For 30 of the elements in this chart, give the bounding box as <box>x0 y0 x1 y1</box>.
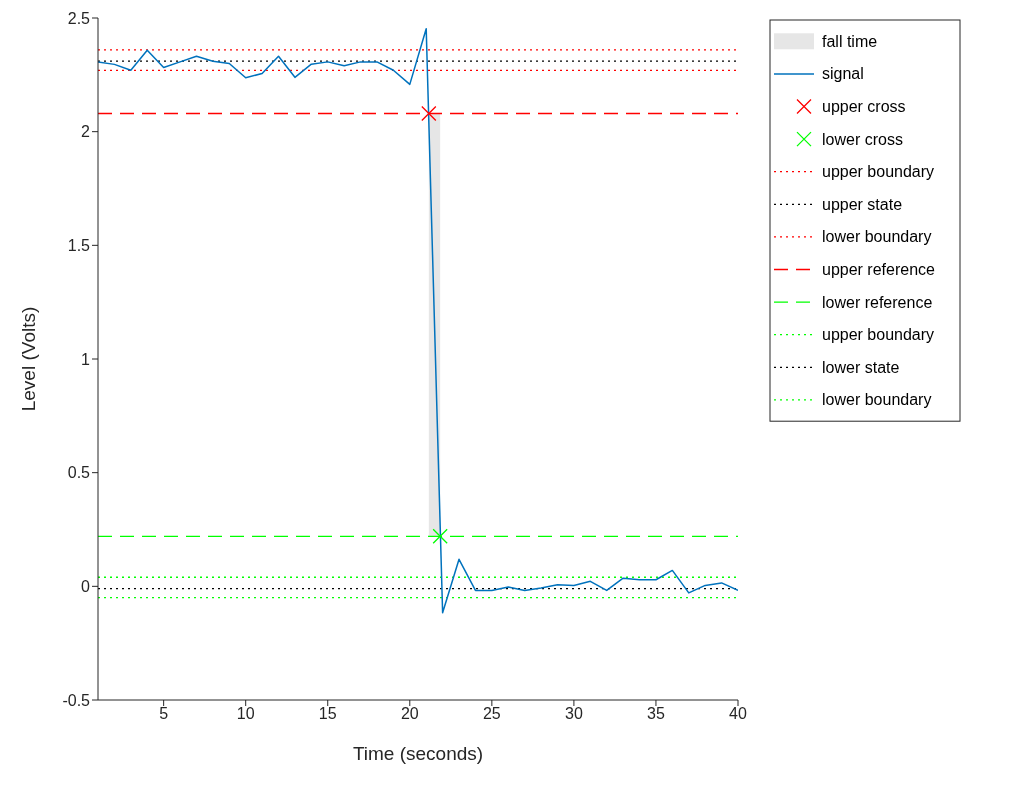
legend-label: lower boundary <box>822 391 932 409</box>
legend-label: lower state <box>822 358 900 376</box>
x-tick-label: 10 <box>236 705 255 723</box>
x-axis-title: Time (seconds) <box>352 743 484 764</box>
legend-label: upper boundary <box>822 326 935 344</box>
legend-label: upper reference <box>822 261 936 278</box>
legend-label: upper state <box>822 195 903 213</box>
x-tick-label: 20 <box>400 705 419 723</box>
line-series <box>98 27 738 614</box>
legend-label: upper boundary <box>822 163 935 181</box>
y-tick-label: 0.5 <box>67 464 91 482</box>
x-tick-label: 30 <box>565 705 583 723</box>
y-tick-label: -0.5 <box>62 691 91 709</box>
x-tick-label: 15 <box>318 705 337 723</box>
y-tick-label: 0 <box>81 578 91 596</box>
y-tick-label: 2 <box>81 123 91 141</box>
y-tick-label: 1 <box>81 350 91 368</box>
y-tick-label: 2.5 <box>67 9 91 27</box>
legend-label: signal <box>822 65 864 83</box>
x-tick-label: 40 <box>729 705 747 723</box>
y-axis-title: Level (Volts) <box>17 306 39 412</box>
x-tick-label: 25 <box>482 705 501 723</box>
legend-label: lower cross <box>822 130 903 148</box>
legend-label: lower boundary <box>822 228 932 246</box>
x-tick-label: 5 <box>159 705 169 723</box>
legend-label: upper cross <box>822 98 906 115</box>
legend-label: fall time <box>822 32 878 50</box>
x-tick-label: 35 <box>647 705 665 723</box>
y-tick-label: 1.5 <box>67 237 91 255</box>
legend-label: lower reference <box>822 293 933 311</box>
